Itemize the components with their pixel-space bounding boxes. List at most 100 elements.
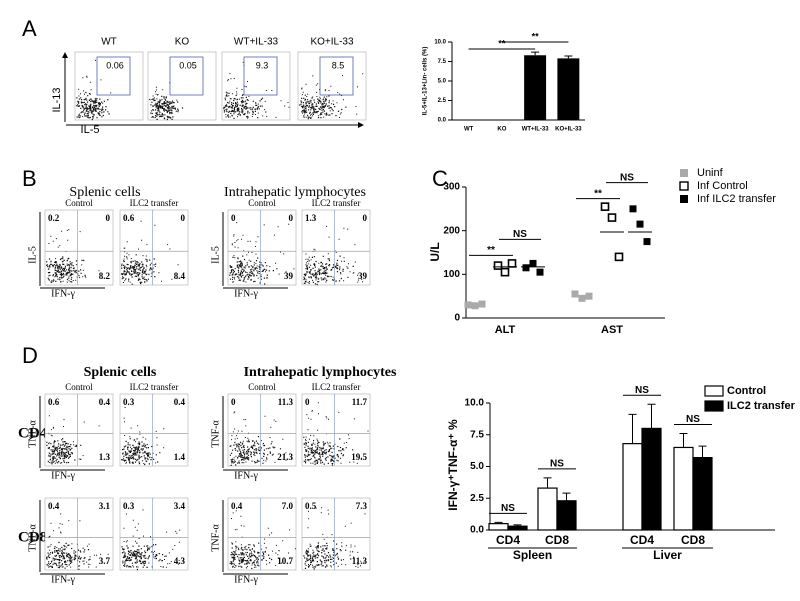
arrow-head — [358, 122, 364, 128]
legend-swatch — [680, 195, 688, 203]
quadrant-value: 39 — [358, 271, 368, 281]
y-axis-label: U/L — [428, 242, 442, 261]
bar — [537, 487, 558, 531]
y-tick-label: 10.0 — [434, 40, 446, 46]
plot-title: KO+IL-33 — [310, 37, 354, 48]
bar — [524, 55, 547, 121]
y-tick-label: 200 — [443, 225, 460, 236]
quadrant-value: 0.4 — [231, 501, 243, 511]
y-axis-label: IFN-γ⁺TNF-α⁺ % — [446, 419, 460, 511]
y-tick-label: 2.5 — [438, 98, 447, 104]
quadrant-value: 11.7 — [352, 397, 368, 407]
legend-swatch — [704, 400, 724, 412]
axis-label: TNF-α — [27, 524, 38, 552]
flow-plot-frame — [227, 209, 297, 286]
point — [585, 292, 593, 300]
x-tick-label: KO — [497, 127, 506, 133]
quadrant-value: 0.6 — [48, 397, 60, 407]
quadrant-value: 3.4 — [174, 501, 186, 511]
quadrant-value: 0.4 — [48, 501, 60, 511]
gate — [169, 56, 204, 96]
quadrant-value: 0.3 — [123, 397, 135, 407]
flow-plot-frame — [119, 497, 189, 571]
gate-value: 9.3 — [256, 60, 269, 70]
plot-title: Control — [248, 382, 276, 392]
bar — [692, 457, 713, 531]
significance: ** — [487, 245, 495, 256]
group-title: Splenic cells — [69, 185, 140, 200]
significance: NS — [550, 459, 564, 470]
quadrant-value: 0 — [231, 397, 236, 407]
x-tick-label: CD8 — [681, 533, 705, 547]
plot-title: WT — [101, 37, 117, 48]
significance: NS — [501, 503, 515, 514]
significance: NS — [635, 385, 649, 396]
quadrant-value: 11.3 — [278, 397, 294, 407]
point — [522, 264, 530, 272]
flow-events — [149, 82, 184, 121]
axis-label: IFN-γ — [234, 574, 258, 585]
point — [571, 290, 579, 298]
flow-events — [46, 415, 100, 465]
y-tick-label: 10.0 — [465, 398, 485, 409]
axis-label: IL-5 — [27, 246, 38, 264]
axis-label: IFN-γ — [234, 288, 258, 299]
bar — [556, 500, 577, 531]
plot-title: ILC2 transfer — [312, 382, 361, 392]
quadrant-value: 0 — [363, 213, 368, 223]
quadrant-value: 11.3 — [352, 556, 368, 566]
plot-title: KO — [175, 37, 190, 48]
gate-value: 0.06 — [106, 60, 124, 70]
y-tick-label: 300 — [443, 182, 460, 193]
legend-label: Control — [727, 385, 766, 397]
plot-title: WT+IL-33 — [234, 37, 279, 48]
error-bar — [543, 477, 552, 489]
error-bar — [562, 492, 571, 501]
y-tick-label: 0 — [454, 313, 460, 324]
group-label: Spleen — [513, 548, 552, 562]
bar — [557, 58, 580, 120]
legend-swatch — [704, 385, 724, 397]
flow-events — [229, 411, 292, 466]
quadrant-value: 0.4 — [174, 397, 186, 407]
point — [636, 220, 644, 228]
legend-label: Uninf — [697, 167, 724, 179]
y-tick-label: 5.0 — [470, 461, 484, 472]
quadrant-value: 8.4 — [174, 271, 186, 281]
group-title: Splenic cells — [84, 365, 157, 380]
gate — [319, 56, 354, 96]
quadrant-value: 21.3 — [277, 452, 293, 462]
plot-title: ILC2 transfer — [312, 198, 361, 208]
flow-plot-frame — [297, 51, 367, 121]
quadrant-value: 1.3 — [99, 452, 111, 462]
point — [607, 213, 617, 222]
bar — [488, 523, 509, 531]
flow-plot-frame — [301, 393, 371, 467]
axis-label: IL-5 — [81, 124, 100, 136]
quadrant-value: 0.3 — [123, 501, 135, 511]
point — [507, 259, 517, 268]
flow-events — [229, 510, 296, 570]
x-tick-label: CD4 — [630, 533, 654, 547]
quadrant-value: 0.6 — [123, 213, 135, 223]
flow-events — [76, 59, 112, 121]
group-title: Intrahepatic lymphocytes — [244, 365, 397, 380]
quadrant-value: 1.3 — [305, 213, 317, 223]
gate — [96, 56, 131, 96]
significance: ** — [532, 31, 540, 41]
point — [643, 238, 651, 246]
quadrant-value: 0 — [305, 397, 310, 407]
quadrant-value: 0.5 — [305, 501, 317, 511]
significance: NS — [620, 172, 634, 183]
flow-events — [121, 407, 165, 466]
x-tick-label: AST — [601, 324, 623, 336]
x-tick-label: WT+IL-33 — [522, 127, 549, 133]
quadrant-value: 0.2 — [48, 213, 60, 223]
group-title: Intrahepatic lymphocytes — [224, 185, 366, 200]
legend-label: Inf Control — [697, 180, 748, 192]
point — [578, 294, 586, 302]
quadrant-value: 7.0 — [282, 501, 294, 511]
legend-swatch — [680, 169, 688, 177]
quadrant-value: 0 — [106, 213, 111, 223]
